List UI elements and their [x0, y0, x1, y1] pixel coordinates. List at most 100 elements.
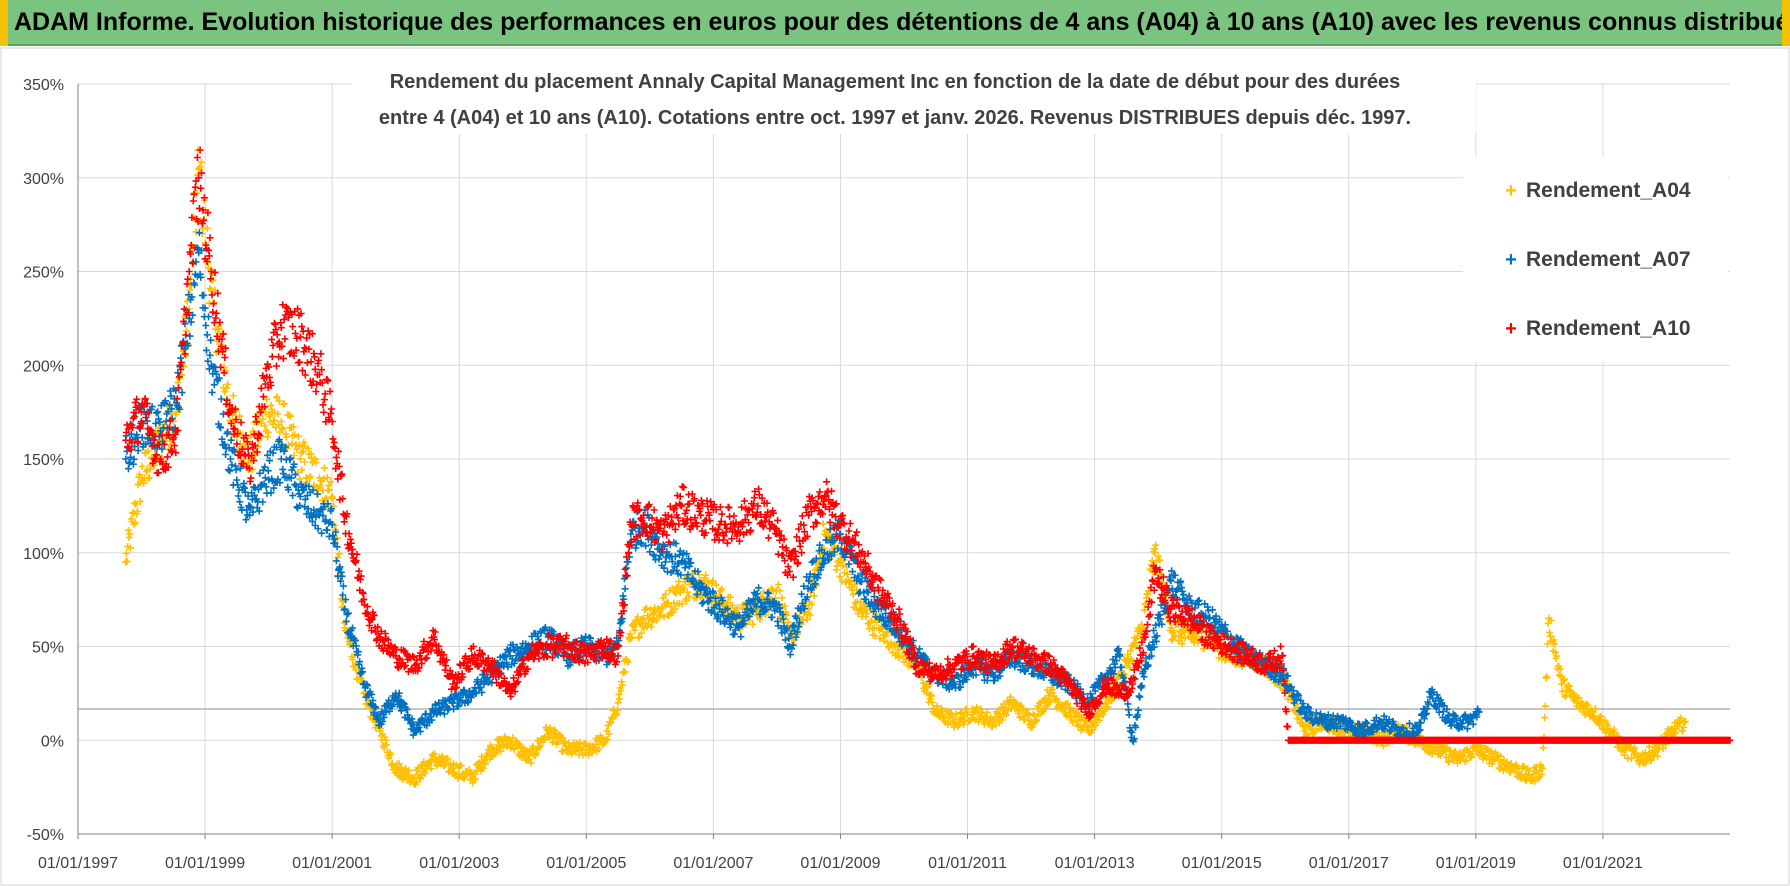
data-point [642, 604, 650, 612]
data-point [313, 490, 321, 498]
data-point [1195, 596, 1203, 604]
data-point [259, 498, 267, 506]
data-point [784, 618, 792, 626]
data-point [851, 581, 859, 589]
data-point [1125, 711, 1133, 719]
data-point [933, 702, 941, 710]
data-point [673, 583, 681, 591]
data-point [206, 234, 214, 242]
data-point [1206, 614, 1214, 621]
data-point [413, 778, 421, 786]
data-point [280, 400, 288, 408]
data-point [527, 759, 535, 767]
data-point [810, 592, 818, 600]
data-point [520, 751, 527, 759]
data-point [227, 455, 234, 463]
data-point [312, 459, 320, 467]
data-point [983, 708, 991, 716]
data-point [605, 730, 613, 738]
data-point [136, 497, 144, 505]
data-point [277, 418, 285, 425]
data-point [279, 470, 287, 478]
data-point [655, 555, 663, 563]
data-point [200, 291, 208, 299]
data-point [623, 564, 630, 572]
data-point [268, 336, 276, 344]
data-point [604, 736, 611, 744]
data-point [257, 384, 265, 392]
data-point [191, 183, 199, 191]
data-point [242, 516, 250, 524]
data-point [134, 447, 142, 455]
data-point [236, 498, 244, 506]
data-point [186, 332, 194, 340]
data-point [683, 588, 691, 596]
data-point [839, 562, 847, 569]
data-point [207, 336, 215, 344]
data-point [205, 313, 213, 321]
data-point [212, 309, 220, 317]
data-point [210, 300, 217, 308]
data-point [728, 602, 736, 609]
data-point [755, 584, 763, 592]
data-point [631, 626, 639, 634]
data-point [671, 605, 679, 613]
data-point [813, 565, 821, 573]
data-point [217, 395, 225, 403]
data-point [621, 668, 629, 676]
data-point [282, 433, 290, 441]
data-point [296, 475, 304, 483]
data-point [285, 411, 293, 419]
data-point [768, 613, 776, 621]
data-point [152, 409, 160, 417]
data-point [203, 346, 210, 354]
banner-title: ADAM Informe. Evolution historique des p… [0, 0, 1790, 46]
data-point [323, 474, 331, 482]
data-point [624, 558, 632, 566]
data-point [646, 614, 654, 622]
data-point [197, 184, 205, 192]
data-point [312, 388, 320, 395]
data-point [306, 473, 314, 480]
data-point [685, 592, 693, 600]
data-point [383, 741, 391, 749]
series-rendement-a04: 1997.75, 95%1998, 140%1998.3, 160%1998.5… [122, 146, 1689, 788]
data-point [472, 776, 479, 784]
data-point [273, 362, 280, 370]
data-point [659, 594, 667, 602]
data-point [405, 767, 413, 775]
data-point [289, 423, 297, 431]
data-point [189, 259, 197, 267]
plot-border [0, 47, 1790, 886]
data-point [192, 228, 200, 236]
data-point [268, 353, 276, 361]
data-point [1127, 727, 1135, 735]
data-point [776, 587, 784, 595]
data-point [680, 585, 688, 593]
data-point [126, 530, 134, 538]
data-point [219, 330, 227, 338]
data-point [291, 431, 299, 439]
data-point [466, 769, 474, 777]
data-point [131, 519, 139, 527]
data-point [332, 557, 340, 565]
banner-right-accent [1782, 0, 1790, 46]
data-point [557, 733, 565, 741]
data-point [836, 572, 844, 580]
data-point [659, 605, 667, 613]
data-point [138, 462, 146, 470]
data-point [479, 765, 487, 772]
data-point [1541, 714, 1549, 722]
data-point [613, 707, 621, 714]
data-point [385, 754, 393, 762]
data-point [616, 695, 623, 703]
data-point [806, 611, 814, 619]
data-point [178, 389, 186, 397]
data-point [1180, 591, 1188, 599]
data-point [624, 658, 632, 666]
data-point [216, 318, 224, 326]
data-point [661, 590, 669, 598]
data-point [726, 593, 734, 601]
data-point [270, 417, 278, 425]
